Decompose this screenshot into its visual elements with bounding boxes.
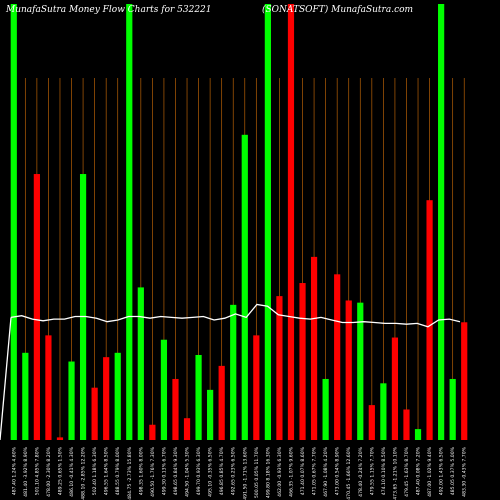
x-tick-label: 478.40 -0.24% 7.20% bbox=[358, 446, 364, 496]
money-flow-bar bbox=[264, 4, 271, 440]
x-tick-label: 502.40 1.18% 6.30% bbox=[92, 446, 98, 495]
money-flow-bar bbox=[461, 322, 468, 440]
money-flow-bar bbox=[403, 409, 410, 440]
money-flow-bar bbox=[45, 335, 52, 440]
money-flow-bar bbox=[56, 437, 64, 440]
x-tick-label: 490.50 -1.76% 7.30% bbox=[150, 446, 156, 496]
money-flow-bar bbox=[276, 296, 283, 440]
money-flow-bar bbox=[426, 200, 433, 440]
x-tick-label: 486.10 -0.41% 4.30% bbox=[69, 446, 75, 496]
money-flow-bar bbox=[310, 256, 318, 440]
money-flow-bar bbox=[68, 361, 75, 440]
money-flow-bar bbox=[357, 302, 364, 440]
money-flow-bar bbox=[172, 378, 179, 440]
x-tick-label: 500.05 0.05% 11.70% bbox=[254, 446, 260, 498]
chart-subtitle: (SONATSOFT) MunafaSutra.com bbox=[262, 4, 413, 15]
x-tick-label: 467.90 -1.08% 4.20% bbox=[323, 446, 329, 496]
money-flow-bar bbox=[126, 4, 133, 440]
money-flow-bar bbox=[230, 304, 237, 440]
money-flow-bar bbox=[195, 354, 202, 440]
x-tick-labels: 487.40 1.24% 4.60% 481.40 -3.92% 8.90% 501… bbox=[11, 446, 467, 499]
money-flow-bar bbox=[91, 387, 98, 440]
x-tick-label: 479.55 1.15% 7.70% bbox=[369, 446, 375, 495]
x-tick-label: 496.55 1.64% 8.50% bbox=[104, 446, 110, 495]
x-tick-label: 484.75 -2.73% 15.80% bbox=[127, 446, 133, 499]
x-tick-label: 466.35 -1.07% 9.60% bbox=[288, 446, 294, 496]
money-flow-bar bbox=[241, 134, 248, 441]
money-flow-bar bbox=[380, 383, 387, 440]
money-flow-bar bbox=[368, 405, 375, 440]
x-tick-label: 489.25 0.65% 1.50% bbox=[57, 446, 63, 495]
money-flow-bar bbox=[299, 283, 306, 440]
money-flow-bar bbox=[449, 378, 456, 440]
chart-title: MunafaSutra Money Flow Charts for 532221 bbox=[5, 5, 212, 15]
money-flow-bar bbox=[253, 335, 260, 440]
money-flow-bar bbox=[218, 365, 225, 440]
x-tick-label: 488.10 -2.85% 12.20% bbox=[81, 446, 87, 499]
x-tick-label: 498.35 1.60% 8.00% bbox=[138, 446, 144, 495]
x-tick-label: 487.00 -1.02% 9.40% bbox=[427, 446, 433, 496]
x-tick-label: 492.65 0.23% 6.50% bbox=[231, 446, 237, 495]
x-tick-label: 485.05 0.37% 5.00% bbox=[450, 446, 456, 495]
x-tick-label: 494.50 -1.04% 5.30% bbox=[185, 446, 191, 496]
money-flow-bar bbox=[114, 352, 121, 440]
money-flow-bar bbox=[137, 287, 144, 440]
price-line-path bbox=[0, 303, 461, 441]
x-tick-label: 483.30 -0.43% 7.70% bbox=[462, 446, 468, 496]
money-flow-bar bbox=[322, 378, 329, 440]
x-tick-label: 498.65 0.84% 9.30% bbox=[173, 446, 179, 495]
money-flow-bars bbox=[10, 4, 468, 441]
money-flow-bar bbox=[149, 424, 156, 440]
money-flow-bar bbox=[345, 300, 352, 440]
money-flow-bar bbox=[391, 337, 399, 440]
x-tick-label: 487.40 0.08% 7.20% bbox=[416, 446, 422, 495]
x-tick-label: 487.40 1.24% 4.60% bbox=[11, 446, 17, 495]
x-tick-label: 488.55 0.79% 8.00% bbox=[115, 446, 121, 495]
x-tick-label: 462.00 -0.93% 6.30% bbox=[277, 446, 283, 496]
x-tick-label: 479.45 -1.63% 8.70% bbox=[404, 446, 410, 496]
money-flow-bar bbox=[22, 352, 29, 440]
money-flow-bar bbox=[33, 174, 40, 441]
money-flow-bar bbox=[287, 4, 295, 440]
money-flow-bar bbox=[103, 357, 110, 440]
x-tick-label: 473.00 0.54% 8.90% bbox=[335, 446, 341, 495]
x-tick-label: 501.10 4.85% 7.80% bbox=[34, 446, 40, 495]
x-tick-label: 471.40 0.07% 8.60% bbox=[300, 446, 306, 495]
x-tick-label: 499.70 0.93% 6.30% bbox=[196, 446, 202, 495]
money-flow-bar bbox=[438, 4, 445, 440]
x-tick-label: 471.05 0.67% 7.70% bbox=[312, 446, 318, 495]
price-line bbox=[0, 303, 461, 441]
x-tick-label: 478.00 -2.30% 8.20% bbox=[46, 446, 52, 496]
money-flow-bar bbox=[79, 174, 87, 441]
x-tick-label: 491.50 -1.71% 13.60% bbox=[242, 446, 248, 499]
money-flow-bar bbox=[183, 418, 191, 440]
x-tick-label: 474.10 0.10% 8.50% bbox=[381, 446, 387, 495]
money-flow-bar bbox=[207, 389, 214, 440]
x-tick-label: 481.40 -3.92% 8.90% bbox=[23, 446, 29, 496]
x-tick-label: 495.10 -0.35% 6.50% bbox=[208, 446, 214, 496]
x-tick-label: 499.30 0.13% 6.70% bbox=[161, 446, 167, 495]
money-flow-bar bbox=[10, 4, 17, 440]
money-flow-bar bbox=[334, 274, 341, 440]
x-tick-label: 473.65 -1.21% 10.10% bbox=[392, 446, 398, 499]
x-tick-label: 496.85 0.85% 4.70% bbox=[219, 446, 225, 495]
x-tick-label: 499.80 8.18% 16.30% bbox=[265, 446, 271, 498]
money-flow-bar bbox=[414, 429, 422, 440]
x-tick-label: 470.45 -1.66% 12.60% bbox=[346, 446, 352, 499]
money-flow-bar bbox=[160, 339, 168, 440]
x-tick-label: 492.00 1.43% 6.50% bbox=[439, 446, 445, 495]
